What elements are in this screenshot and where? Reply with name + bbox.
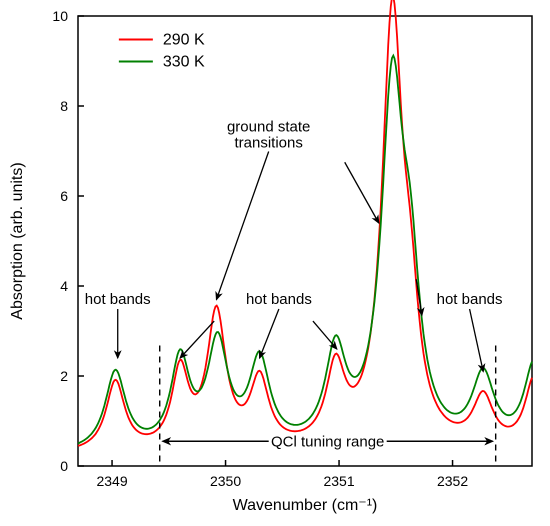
svg-text:2: 2 — [60, 368, 68, 384]
svg-text:8: 8 — [60, 98, 68, 114]
svg-text:6: 6 — [60, 188, 68, 204]
svg-text:2350: 2350 — [210, 473, 241, 489]
annotation-1: hot bands — [246, 291, 312, 308]
svg-text:2351: 2351 — [323, 473, 354, 489]
plot-area — [78, 16, 532, 466]
annotation-3: ground statetransitions — [227, 119, 310, 152]
svg-text:4: 4 — [60, 278, 68, 294]
x-axis-label: Wavenumber (cm⁻¹) — [233, 497, 378, 514]
svg-text:2349: 2349 — [96, 473, 127, 489]
legend-label: 330 K — [163, 54, 205, 71]
legend-label: 290 K — [163, 32, 205, 49]
spectrum-chart: 2349 2350 2351 2352 0 2 4 6 8 10 Wavenumber (cm⁻¹)… — [0, 0, 550, 526]
svg-text:10: 10 — [52, 8, 68, 24]
annotation-0: hot bands — [85, 291, 151, 308]
svg-text:0: 0 — [60, 458, 68, 474]
svg-text:2352: 2352 — [437, 473, 468, 489]
y-axis-label: Absorption (arb. units) — [9, 162, 26, 319]
qcl-label: QCl tuning range — [271, 433, 384, 450]
annotation-2: hot bands — [437, 291, 503, 308]
